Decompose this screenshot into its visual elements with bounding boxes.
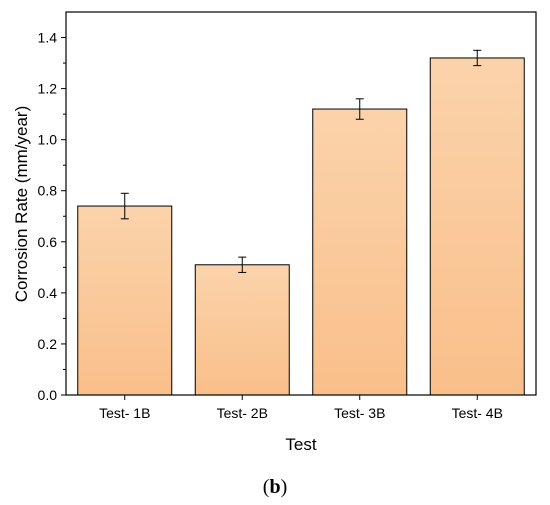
y-tick-label-7: 1.2: [38, 81, 58, 97]
error-bar-2: [238, 256, 247, 273]
x-tick-label-1: Test- 1B: [99, 405, 150, 421]
y-axis: 0.0 0.2 0.4 0.6 0.8 1.0 1.2 1.4: [38, 30, 66, 403]
figure-caption: (b): [0, 476, 550, 499]
x-tick-label-4: Test- 4B: [452, 405, 503, 421]
error-bar-1: [120, 192, 129, 220]
plot-frame: [65, 11, 537, 396]
y-axis-title: Corrosion Rate (mm/year): [12, 106, 31, 303]
bar-1: [77, 205, 173, 396]
x-tick-label-3: Test- 3B: [334, 405, 385, 421]
y-tick-label-4: 0.6: [38, 234, 58, 250]
x-axis-title: Test: [285, 435, 316, 454]
bar-4: [429, 57, 525, 396]
y-tick-label-5: 0.8: [38, 183, 58, 199]
caption-close: ): [280, 476, 288, 498]
caption-open: (: [262, 476, 270, 498]
y-tick-label-2: 0.2: [38, 336, 58, 352]
error-bars-layer: [120, 49, 482, 273]
x-tick-label-2: Test- 2B: [217, 405, 268, 421]
bar-3: [312, 108, 408, 396]
x-axis: Test- 1B Test- 2B Test- 3B Test- 4B: [99, 395, 503, 421]
error-bar-3: [355, 98, 364, 120]
bar-chart: 0.0 0.2 0.4 0.6 0.8 1.0 1.2 1.4 Test- 1B Test- 2…: [12, 11, 537, 454]
error-bar-4: [473, 49, 482, 67]
caption-letter: b: [269, 476, 281, 498]
y-tick-label-1: 0.0: [38, 387, 58, 403]
y-tick-label-3: 0.4: [38, 285, 58, 301]
bars-layer: [77, 57, 525, 396]
y-tick-label-6: 1.0: [38, 132, 58, 148]
y-tick-label-8: 1.4: [38, 30, 58, 46]
bar-2: [194, 264, 290, 396]
